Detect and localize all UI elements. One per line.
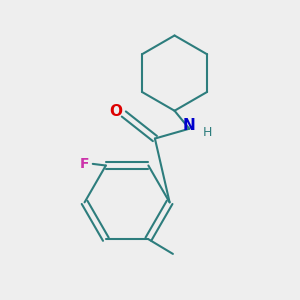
Text: O: O bbox=[109, 104, 122, 119]
Text: F: F bbox=[80, 157, 89, 171]
Text: N: N bbox=[183, 118, 196, 133]
Text: H: H bbox=[202, 126, 212, 139]
